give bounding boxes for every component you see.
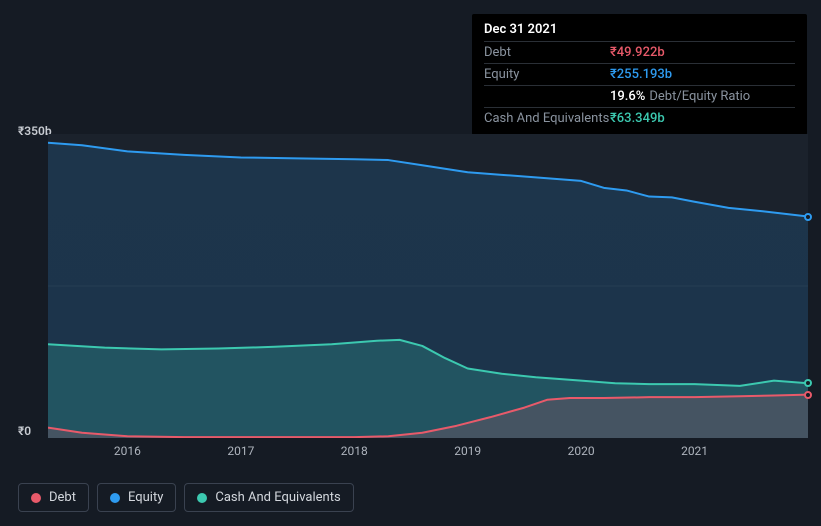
legend-dot-icon [31, 493, 41, 503]
series-end-marker [804, 391, 812, 399]
tooltip-row-label: Equity [484, 67, 610, 82]
chart-tooltip: Dec 31 2021 Debt₹49.922bEquity₹255.193b1… [472, 14, 807, 135]
tooltip-date: Dec 31 2021 [484, 22, 795, 41]
legend-dot-icon [110, 493, 120, 503]
legend-label: Debt [49, 490, 76, 505]
legend-item[interactable]: Cash And Equivalents [184, 483, 353, 512]
tooltip-row-suffix: Debt/Equity Ratio [649, 89, 750, 104]
x-axis-tick: 2017 [227, 444, 254, 458]
tooltip-row-label [484, 89, 610, 104]
legend-dot-icon [197, 493, 207, 503]
tooltip-row-value: ₹255.193b [610, 67, 672, 82]
tooltip-row-value: ₹49.922b [610, 45, 665, 60]
legend-item[interactable]: Debt [18, 483, 89, 512]
chart-legend: Debt Equity Cash And Equivalents [18, 483, 354, 512]
tooltip-row-value: 19.6% [610, 89, 645, 104]
tooltip-row: Debt₹49.922b [484, 41, 795, 63]
tooltip-row: Equity₹255.193b [484, 63, 795, 85]
chart-area[interactable]: ₹350b ₹0 2016 2017 2018 2019 2020 2021 [18, 118, 808, 458]
chart-plot[interactable] [48, 134, 808, 438]
x-axis-tick: 2020 [568, 444, 595, 458]
y-axis-label-max: ₹350b [18, 124, 52, 138]
x-axis-tick: 2016 [114, 444, 141, 458]
x-axis-tick: 2019 [454, 444, 481, 458]
x-axis: 2016 2017 2018 2019 2020 2021 [48, 440, 808, 460]
tooltip-row-label: Debt [484, 45, 610, 60]
legend-label: Cash And Equivalents [215, 490, 340, 505]
tooltip-row: 19.6% Debt/Equity Ratio [484, 85, 795, 107]
y-axis-label-min: ₹0 [18, 424, 31, 438]
series-end-marker [804, 213, 812, 221]
legend-label: Equity [128, 490, 163, 505]
legend-item[interactable]: Equity [97, 483, 176, 512]
x-axis-tick: 2018 [341, 444, 368, 458]
series-end-marker [804, 379, 812, 387]
x-axis-tick: 2021 [681, 444, 708, 458]
